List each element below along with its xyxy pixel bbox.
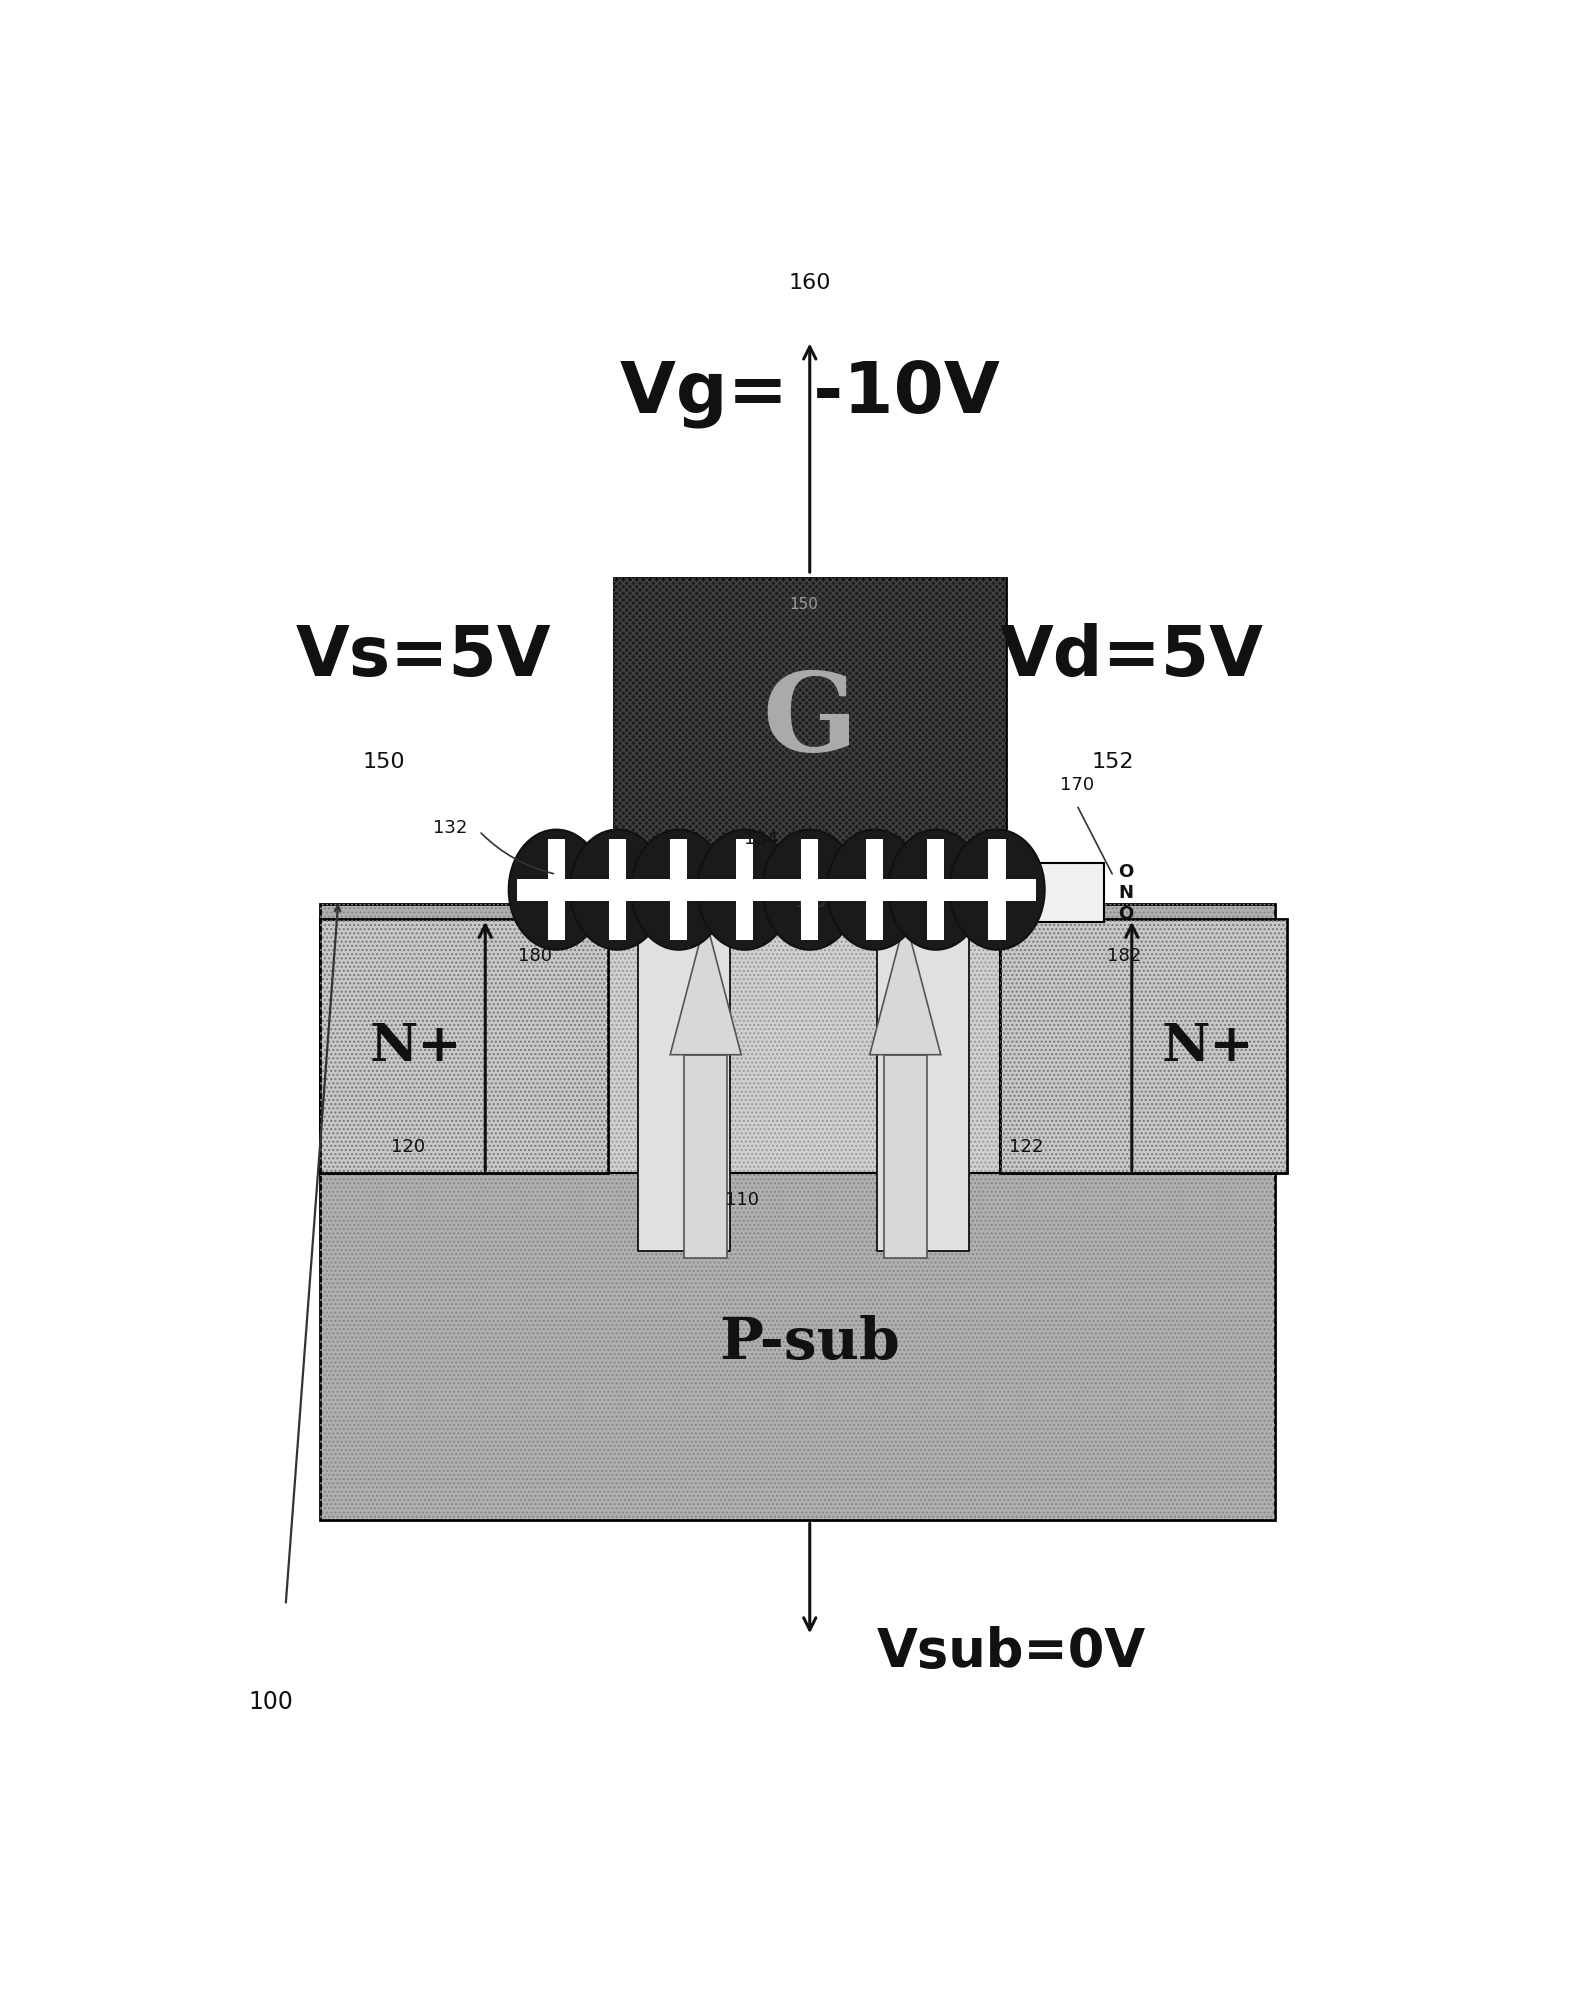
Ellipse shape bbox=[888, 829, 983, 949]
Bar bbox=[613, 579, 1006, 863]
Text: X: X bbox=[799, 935, 811, 951]
Ellipse shape bbox=[762, 829, 858, 949]
Bar bbox=[613, 579, 1006, 863]
Text: 152: 152 bbox=[1092, 753, 1134, 773]
Bar bbox=[706, 879, 784, 901]
Text: N+: N+ bbox=[1161, 1022, 1255, 1072]
Bar bbox=[319, 903, 1275, 1520]
Ellipse shape bbox=[950, 829, 1044, 949]
Bar bbox=[883, 1056, 927, 1258]
Bar bbox=[608, 839, 626, 939]
Text: 160: 160 bbox=[788, 272, 831, 292]
Bar bbox=[670, 839, 687, 939]
Bar bbox=[319, 919, 608, 1174]
Bar bbox=[578, 879, 656, 901]
Bar bbox=[684, 1056, 727, 1258]
Text: N+: N+ bbox=[370, 1022, 461, 1072]
Bar bbox=[319, 903, 1275, 1520]
Text: 120: 120 bbox=[390, 1138, 425, 1156]
Text: 180: 180 bbox=[518, 947, 553, 965]
Bar bbox=[319, 919, 608, 1174]
Bar bbox=[836, 879, 913, 901]
Bar bbox=[877, 919, 969, 1250]
Text: 150: 150 bbox=[788, 597, 818, 611]
Text: 150: 150 bbox=[363, 753, 406, 773]
Text: Vg= -10V: Vg= -10V bbox=[619, 361, 1000, 429]
Bar bbox=[989, 839, 1006, 939]
Bar bbox=[736, 839, 754, 939]
Text: N: N bbox=[1119, 883, 1133, 901]
Text: 122: 122 bbox=[1010, 1138, 1044, 1156]
Bar bbox=[608, 919, 1000, 1174]
Text: 100: 100 bbox=[250, 1691, 294, 1715]
Bar bbox=[801, 839, 818, 939]
Bar bbox=[1000, 919, 1288, 1174]
Text: 112: 112 bbox=[788, 897, 822, 913]
Text: P-sub: P-sub bbox=[719, 1316, 901, 1372]
Text: O: O bbox=[1119, 863, 1133, 881]
Bar bbox=[517, 879, 596, 901]
Text: 132: 132 bbox=[433, 819, 468, 837]
Bar bbox=[1000, 919, 1288, 1174]
Polygon shape bbox=[869, 919, 940, 1056]
Ellipse shape bbox=[826, 829, 923, 949]
Text: G: G bbox=[763, 667, 856, 775]
Polygon shape bbox=[670, 919, 741, 1056]
Bar bbox=[515, 863, 1104, 921]
Text: Vs=5V: Vs=5V bbox=[295, 623, 551, 691]
Bar bbox=[640, 879, 717, 901]
Ellipse shape bbox=[630, 829, 727, 949]
Bar bbox=[608, 919, 1000, 1174]
Text: O: O bbox=[1119, 905, 1133, 923]
Text: Vd=5V: Vd=5V bbox=[1000, 623, 1264, 691]
Text: 170: 170 bbox=[1060, 775, 1093, 793]
Ellipse shape bbox=[697, 829, 793, 949]
Bar bbox=[638, 919, 730, 1250]
Ellipse shape bbox=[509, 829, 604, 949]
Bar bbox=[957, 879, 1036, 901]
Bar bbox=[548, 839, 566, 939]
Text: 134: 134 bbox=[744, 829, 777, 847]
Text: 182: 182 bbox=[1108, 947, 1142, 965]
Bar bbox=[897, 879, 975, 901]
Text: 130: 130 bbox=[793, 893, 826, 911]
Bar bbox=[771, 879, 848, 901]
Bar bbox=[866, 839, 883, 939]
Text: Vsub=0V: Vsub=0V bbox=[877, 1626, 1147, 1679]
Ellipse shape bbox=[570, 829, 665, 949]
Text: 110: 110 bbox=[725, 1190, 760, 1208]
Bar bbox=[927, 839, 945, 939]
